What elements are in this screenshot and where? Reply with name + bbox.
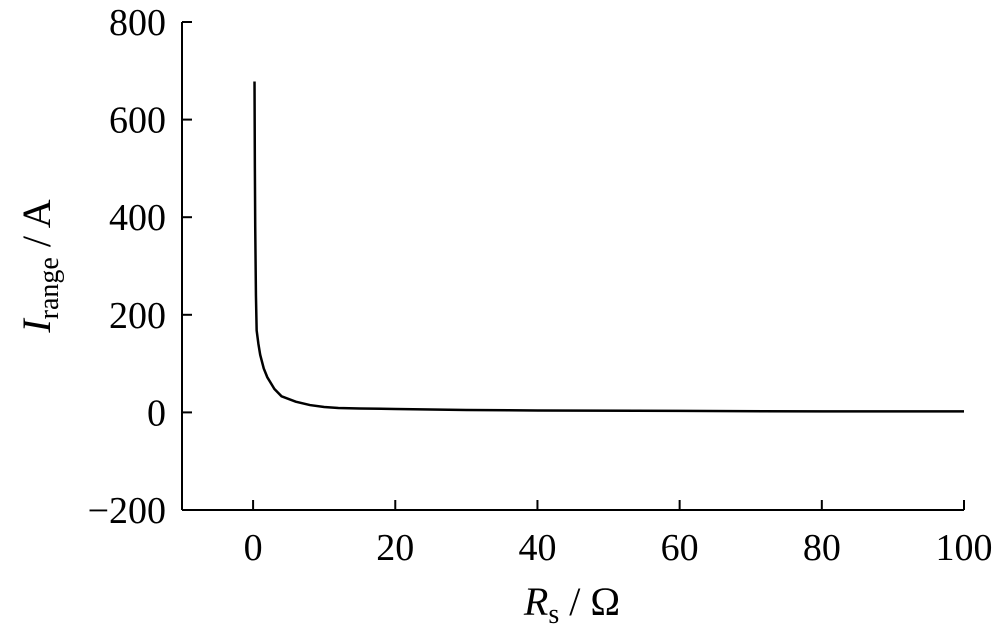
x-axis-label: Rs / Ω [523,579,620,630]
y-tick-label: 0 [147,392,166,434]
y-tick-label: 400 [109,197,166,239]
y-tick-label: 800 [109,2,166,44]
data-line [253,81,964,413]
y-tick-label: 600 [109,100,166,142]
x-tick-label: 20 [376,527,414,569]
y-label-symbol: I [14,318,59,334]
x-tick-label: 60 [661,527,699,569]
x-tick-label: 80 [803,527,841,569]
y-label-unit: / A [14,199,59,257]
x-label-symbol: R [523,579,548,624]
y-label-subscript: range [34,257,65,319]
x-tick-label: 100 [936,527,993,569]
x-tick-label: 0 [244,527,263,569]
y-tick-label: 200 [109,295,166,337]
y-tick-label: −200 [88,490,166,532]
x-tick-label: 40 [518,527,556,569]
x-label-subscript: s [548,599,559,630]
y-axis-label: Irange / A [14,199,65,333]
x-label-unit: / Ω [559,579,620,624]
